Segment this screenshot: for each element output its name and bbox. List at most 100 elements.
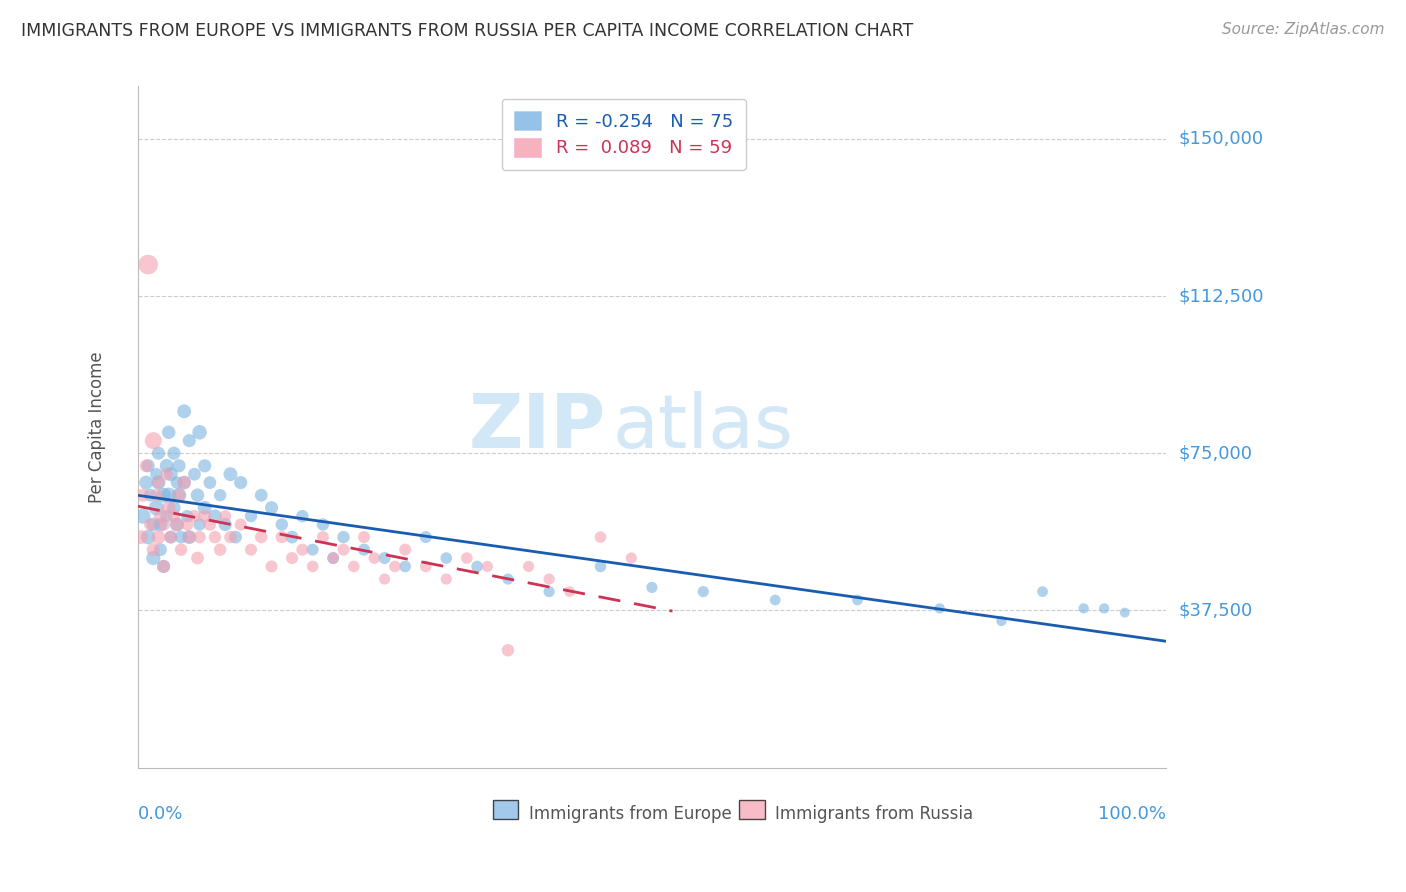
- Point: [1073, 601, 1095, 615]
- Point: [332, 542, 354, 557]
- Point: [152, 559, 174, 574]
- Point: [166, 517, 188, 532]
- Point: [176, 509, 198, 524]
- Point: [145, 467, 167, 482]
- Point: [145, 500, 167, 515]
- Point: [157, 488, 180, 502]
- Point: [157, 425, 180, 440]
- Point: [250, 488, 273, 502]
- Point: [415, 530, 437, 544]
- Point: [281, 530, 304, 544]
- Point: [229, 475, 252, 490]
- Point: [332, 530, 354, 544]
- Point: [214, 517, 236, 532]
- Point: [384, 559, 406, 574]
- Point: [301, 542, 323, 557]
- Point: [477, 559, 499, 574]
- Point: [363, 551, 385, 566]
- Point: [219, 530, 242, 544]
- Point: [312, 530, 335, 544]
- Point: [239, 509, 262, 524]
- Point: [1114, 606, 1136, 620]
- Point: [517, 559, 540, 574]
- Point: [167, 458, 190, 473]
- Point: [167, 488, 190, 502]
- Point: [620, 551, 643, 566]
- Point: [145, 488, 167, 502]
- Point: [166, 475, 188, 490]
- Text: $75,000: $75,000: [1178, 444, 1253, 462]
- Point: [1092, 601, 1115, 615]
- Point: [496, 643, 519, 657]
- FancyBboxPatch shape: [740, 800, 765, 819]
- Point: [322, 551, 344, 566]
- Text: $37,500: $37,500: [1178, 601, 1253, 619]
- Point: [152, 559, 174, 574]
- Point: [239, 542, 262, 557]
- Point: [198, 475, 221, 490]
- Text: IMMIGRANTS FROM EUROPE VS IMMIGRANTS FROM RUSSIA PER CAPITA INCOME CORRELATION C: IMMIGRANTS FROM EUROPE VS IMMIGRANTS FRO…: [21, 22, 914, 40]
- Point: [214, 509, 236, 524]
- Point: [157, 500, 180, 515]
- Text: Source: ZipAtlas.com: Source: ZipAtlas.com: [1222, 22, 1385, 37]
- Point: [415, 559, 437, 574]
- Text: atlas: atlas: [613, 391, 794, 464]
- Point: [353, 530, 375, 544]
- Point: [142, 551, 165, 566]
- Point: [312, 517, 335, 532]
- Point: [183, 509, 205, 524]
- Point: [163, 509, 186, 524]
- Point: [173, 404, 195, 418]
- Point: [589, 530, 612, 544]
- Point: [641, 581, 664, 595]
- Point: [846, 593, 869, 607]
- Point: [456, 551, 478, 566]
- Point: [139, 517, 162, 532]
- Point: [194, 500, 217, 515]
- FancyBboxPatch shape: [492, 800, 519, 819]
- Point: [260, 500, 283, 515]
- Point: [394, 542, 416, 557]
- Point: [291, 509, 314, 524]
- Point: [928, 601, 950, 615]
- Text: $112,500: $112,500: [1178, 287, 1264, 305]
- Point: [343, 559, 366, 574]
- Point: [496, 572, 519, 586]
- Point: [142, 434, 165, 448]
- Point: [353, 542, 375, 557]
- Point: [465, 559, 488, 574]
- Point: [152, 488, 174, 502]
- Point: [990, 614, 1012, 628]
- Point: [142, 517, 165, 532]
- Point: [129, 530, 152, 544]
- Point: [163, 446, 186, 460]
- Point: [538, 572, 561, 586]
- Point: [183, 467, 205, 482]
- Point: [270, 517, 292, 532]
- Point: [148, 475, 170, 490]
- Point: [132, 509, 155, 524]
- Point: [159, 530, 181, 544]
- Point: [589, 559, 612, 574]
- Point: [142, 542, 165, 557]
- Point: [149, 517, 172, 532]
- Point: [173, 475, 195, 490]
- Point: [434, 572, 457, 586]
- Point: [170, 530, 193, 544]
- Point: [136, 458, 159, 473]
- Point: [186, 488, 208, 502]
- Point: [176, 517, 198, 532]
- Point: [148, 530, 170, 544]
- Point: [149, 542, 172, 557]
- Point: [291, 542, 314, 557]
- Point: [156, 509, 179, 524]
- Point: [1031, 584, 1053, 599]
- Point: [136, 258, 159, 272]
- Text: 100.0%: 100.0%: [1098, 805, 1166, 823]
- Point: [374, 551, 396, 566]
- Text: 0.0%: 0.0%: [138, 805, 183, 823]
- Text: ZIP: ZIP: [468, 391, 606, 464]
- Point: [148, 446, 170, 460]
- Text: Immigrants from Europe: Immigrants from Europe: [529, 805, 731, 823]
- Point: [188, 517, 211, 532]
